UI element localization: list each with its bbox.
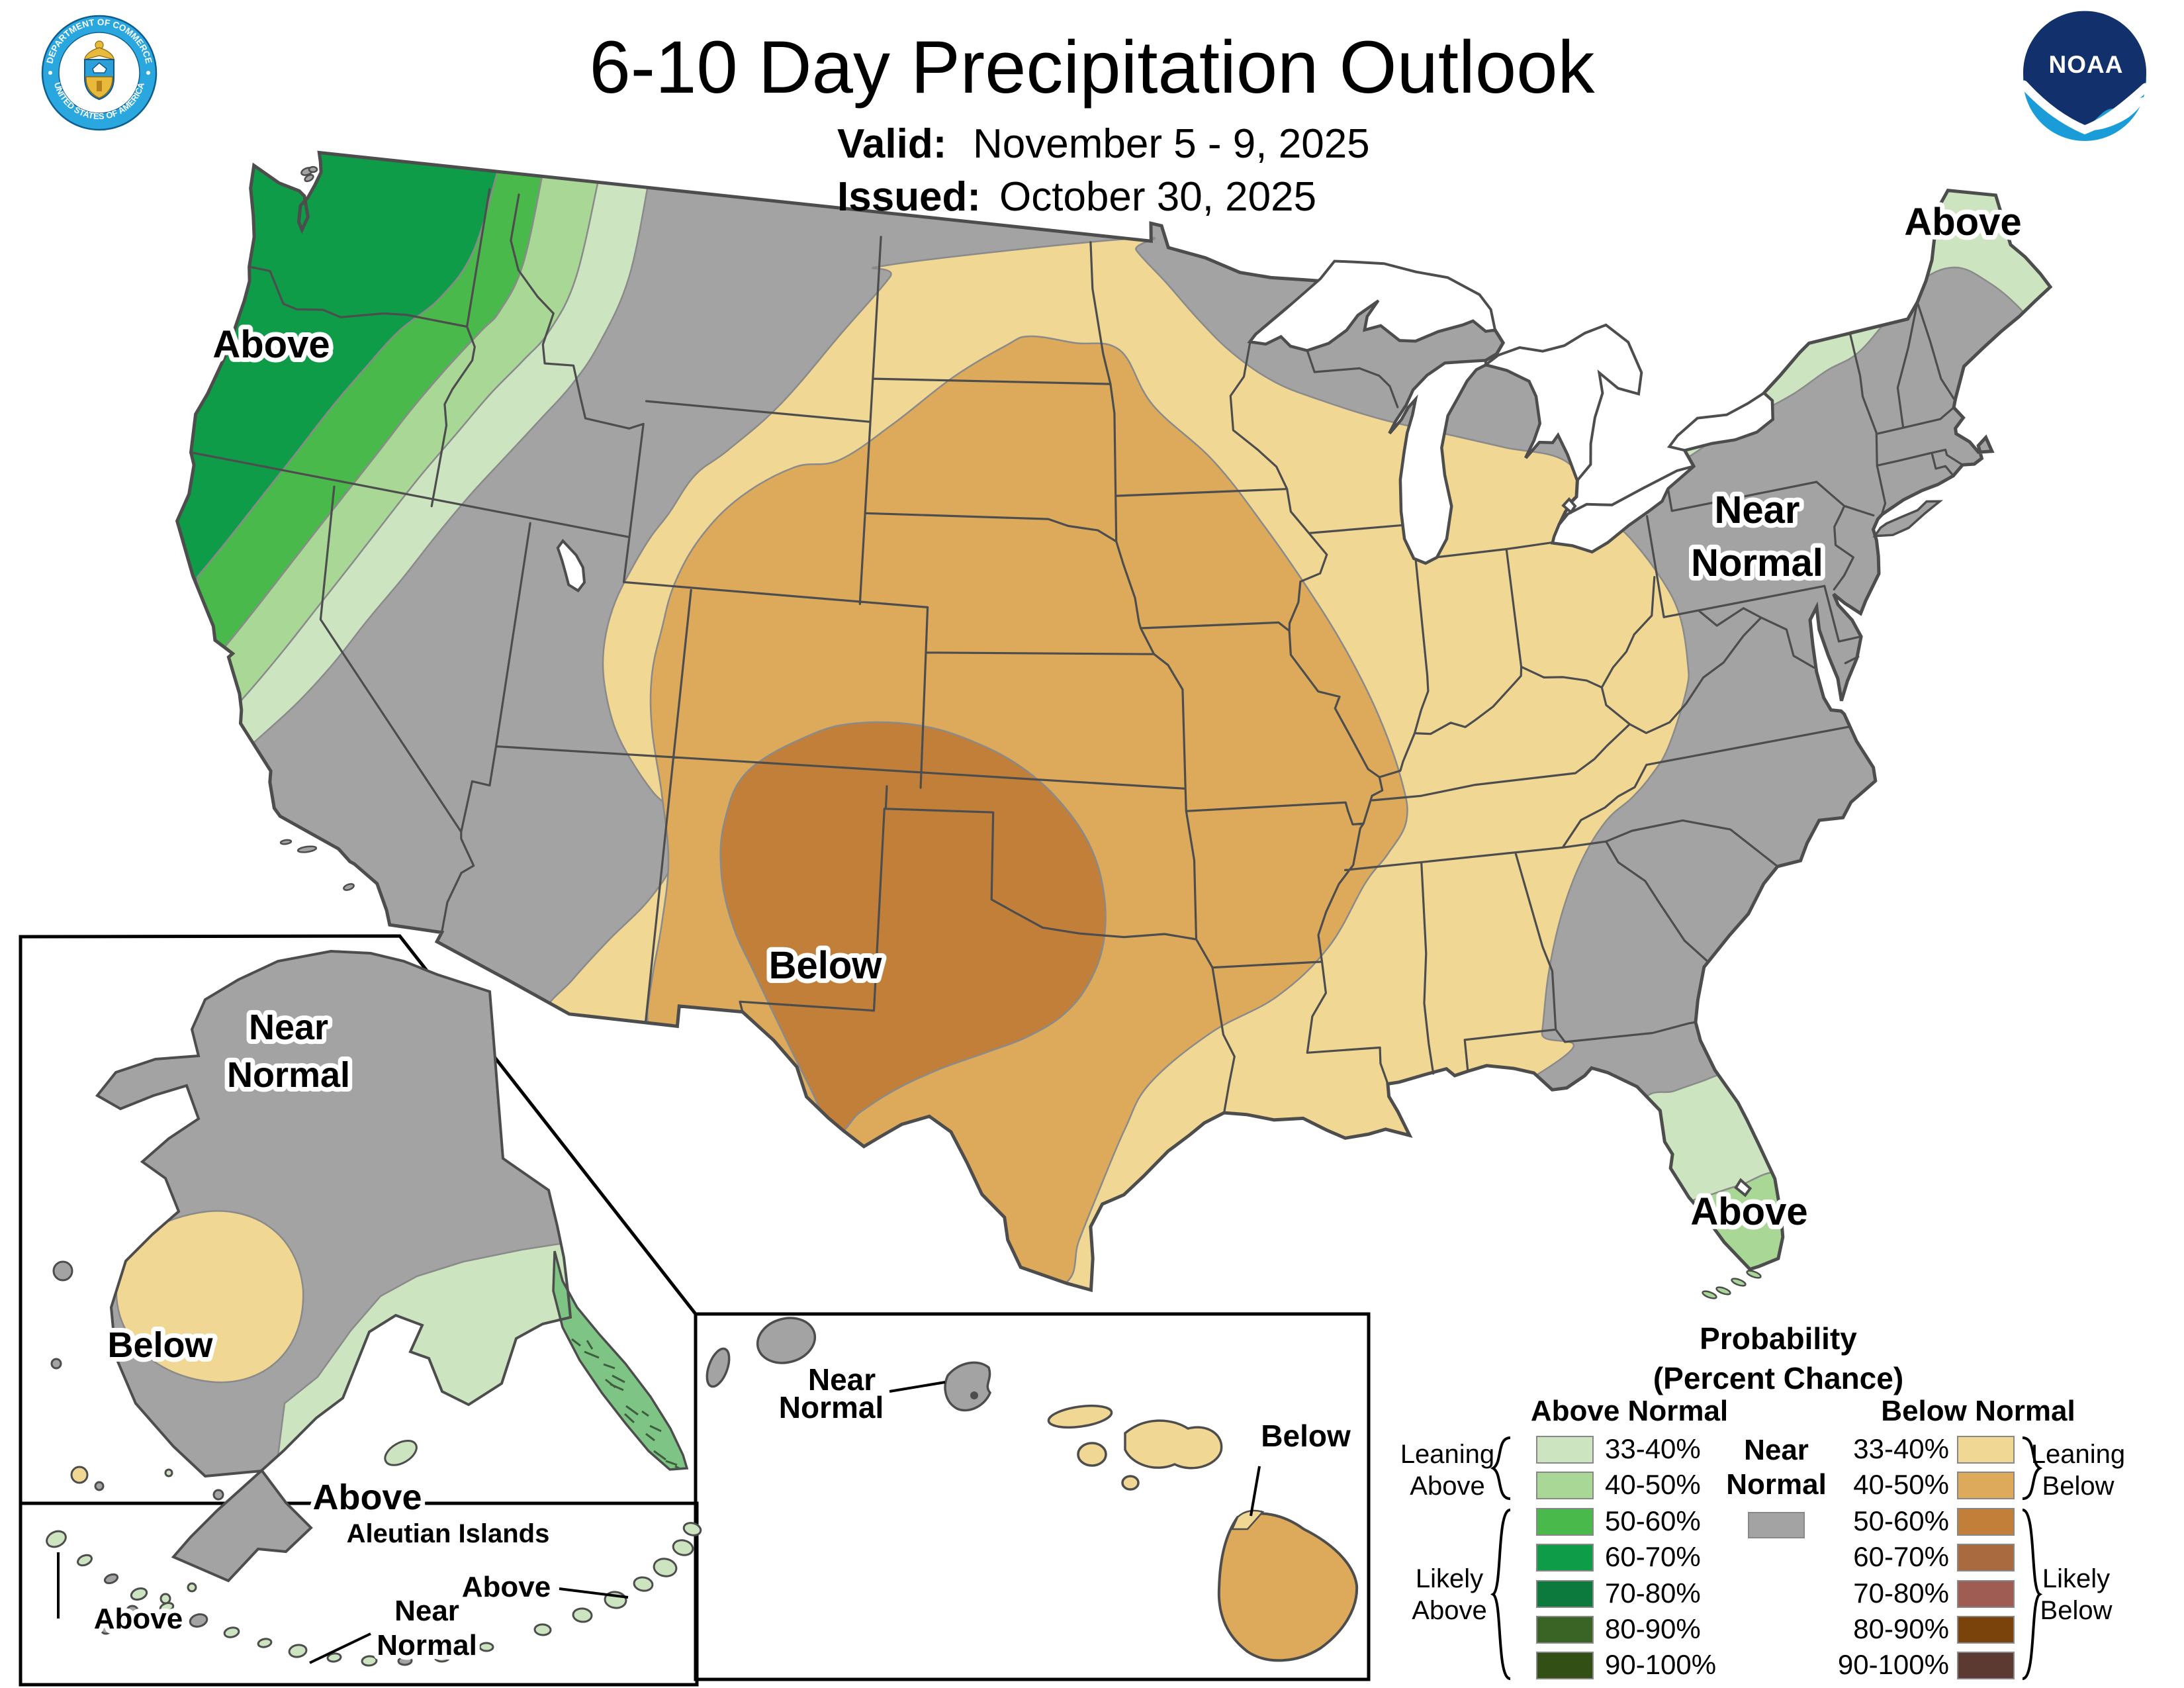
svg-text:November 5 - 9, 2025: November 5 - 9, 2025 (973, 121, 1370, 167)
svg-text:Likely: Likely (2042, 1564, 2110, 1593)
svg-text:Normal: Normal (227, 1055, 350, 1095)
svg-text:Above: Above (1412, 1596, 1486, 1625)
svg-text:Normal: Normal (779, 1390, 884, 1425)
svg-text:Below: Below (107, 1325, 213, 1365)
svg-text:Above: Above (312, 1477, 422, 1517)
svg-text:Leaning: Leaning (2031, 1440, 2125, 1469)
svg-text:80-90%: 80-90% (1605, 1613, 1701, 1644)
svg-text:Normal: Normal (1691, 541, 1823, 585)
svg-text:Normal: Normal (1726, 1468, 1827, 1501)
svg-text:Below: Below (1261, 1419, 1351, 1453)
svg-text:Below: Below (769, 944, 883, 987)
svg-text:Probability: Probability (1700, 1321, 1857, 1356)
svg-text:Below: Below (2040, 1596, 2113, 1625)
svg-text:90-100%: 90-100% (1605, 1649, 1716, 1680)
svg-text:Above: Above (1690, 1190, 1807, 1233)
svg-text:Above: Above (1410, 1472, 1484, 1501)
svg-text:50-60%: 50-60% (1853, 1505, 1949, 1536)
svg-text:33-40%: 33-40% (1853, 1433, 1949, 1464)
svg-text:Above: Above (462, 1571, 551, 1603)
svg-text:90-100%: 90-100% (1838, 1649, 1949, 1680)
svg-text:Near: Near (394, 1595, 459, 1627)
svg-text:Below: Below (2042, 1472, 2115, 1501)
svg-text:(Percent Chance): (Percent Chance) (1653, 1361, 1903, 1395)
svg-text:33-40%: 33-40% (1605, 1433, 1701, 1464)
svg-text:70-80%: 70-80% (1605, 1577, 1701, 1609)
svg-text:Aleutian Islands: Aleutian Islands (347, 1519, 550, 1548)
svg-text:Normal: Normal (377, 1629, 477, 1662)
svg-text:Near: Near (1715, 489, 1800, 532)
svg-text:60-70%: 60-70% (1605, 1541, 1701, 1572)
svg-text:Above: Above (212, 323, 330, 366)
svg-text:Above: Above (94, 1603, 183, 1635)
svg-text:40-50%: 40-50% (1605, 1469, 1701, 1500)
svg-text:80-90%: 80-90% (1853, 1613, 1949, 1644)
svg-text:Near: Near (808, 1362, 876, 1397)
svg-text:Issued:: Issued: (837, 174, 981, 220)
svg-text:Above: Above (1904, 201, 2021, 244)
svg-text:50-60%: 50-60% (1605, 1505, 1701, 1536)
svg-text:40-50%: 40-50% (1853, 1469, 1949, 1500)
svg-text:October 30, 2025: October 30, 2025 (999, 174, 1316, 220)
svg-text:60-70%: 60-70% (1853, 1541, 1949, 1572)
svg-text:Leaning: Leaning (1400, 1440, 1494, 1469)
svg-text:Near: Near (249, 1008, 328, 1047)
svg-text:Near: Near (1744, 1434, 1809, 1466)
svg-text:70-80%: 70-80% (1853, 1577, 1949, 1609)
svg-text:NOAA: NOAA (2049, 51, 2124, 78)
svg-text:Below Normal: Below Normal (1881, 1395, 2075, 1427)
svg-text:Likely: Likely (1416, 1564, 1483, 1593)
svg-text:6-10 Day Precipitation Outlook: 6-10 Day Precipitation Outlook (590, 26, 1596, 109)
svg-text:Valid:: Valid: (837, 121, 946, 167)
svg-text:Above Normal: Above Normal (1531, 1395, 1728, 1427)
